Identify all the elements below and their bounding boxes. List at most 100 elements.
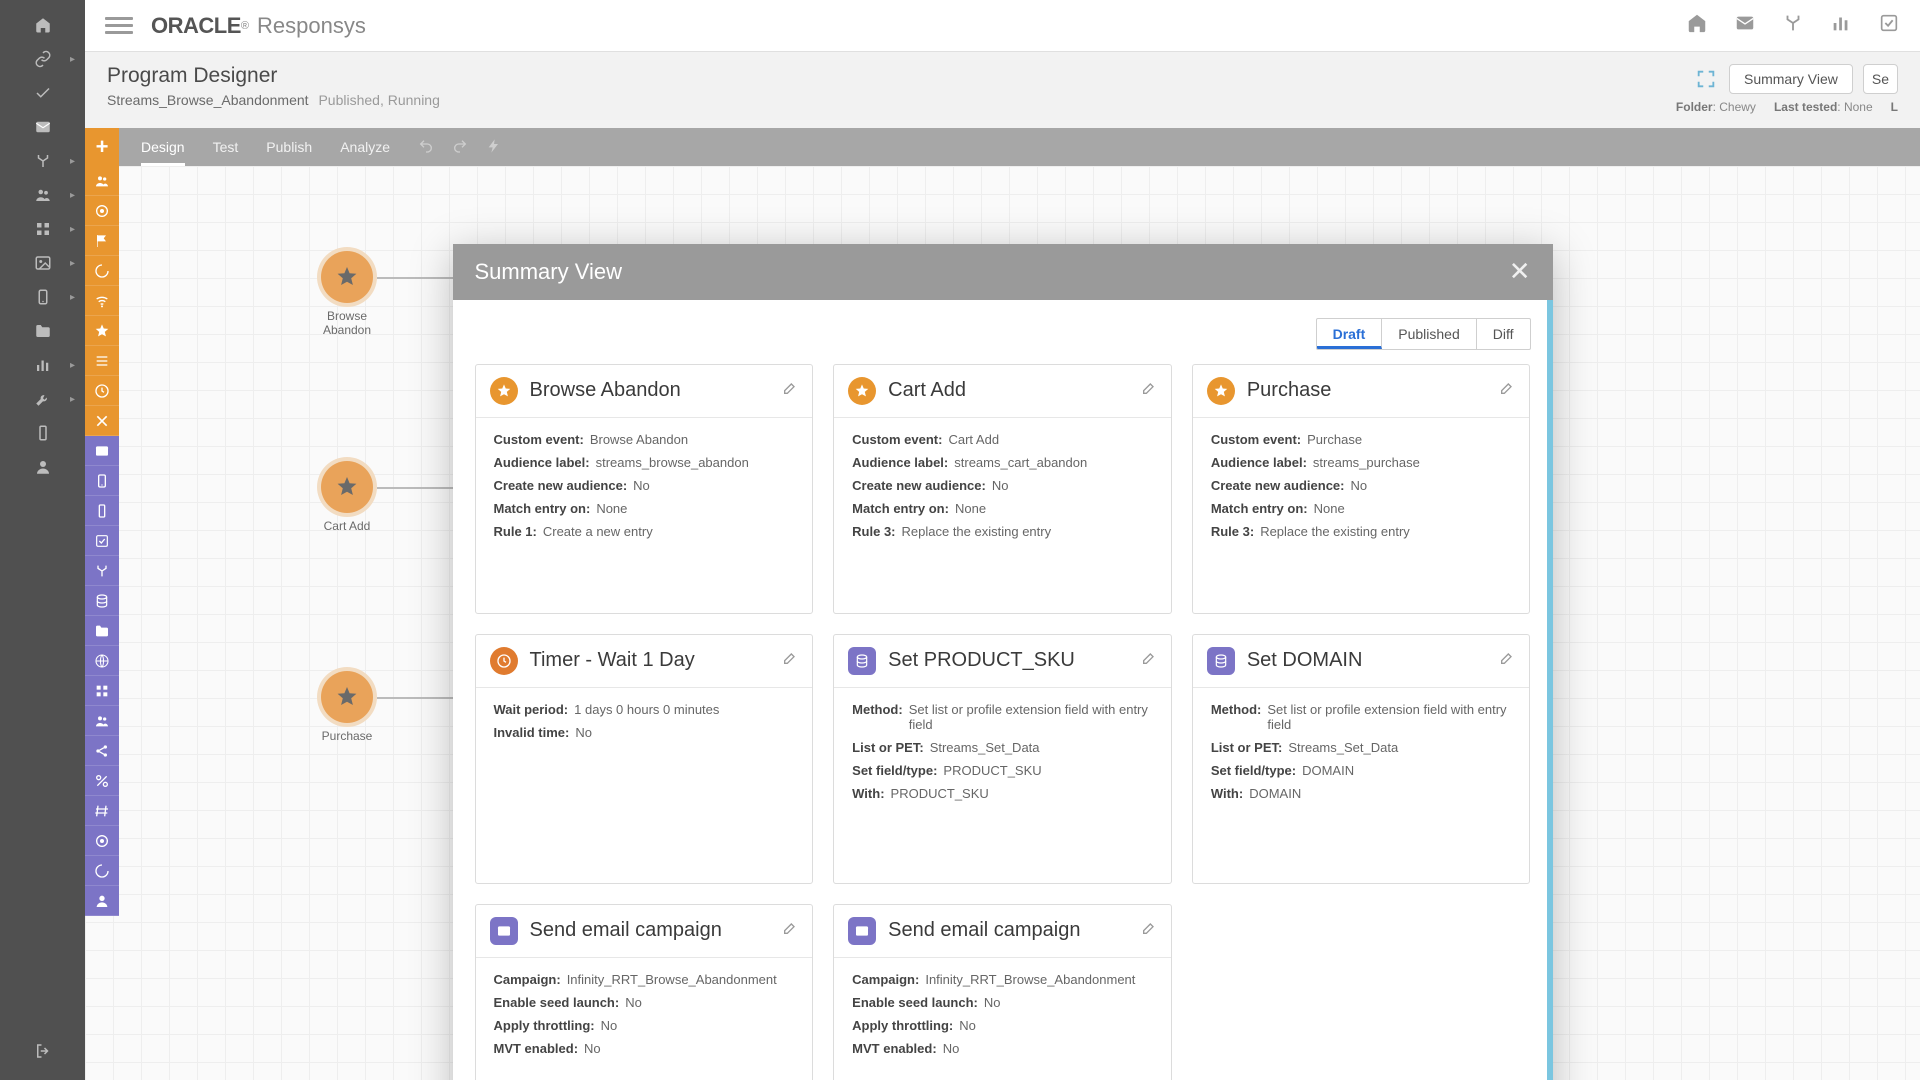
topbar-split-icon[interactable] — [1782, 12, 1804, 39]
star-icon — [848, 377, 876, 405]
summary-view-button[interactable]: Summary View — [1729, 64, 1853, 94]
row-value: No — [992, 478, 1009, 493]
palette-x-icon[interactable] — [85, 406, 119, 436]
palette-wifi-icon[interactable] — [85, 286, 119, 316]
view-tab-draft[interactable]: Draft — [1317, 319, 1383, 349]
program-name: Streams_Browse_Abandonment — [107, 92, 309, 108]
undo-icon[interactable] — [418, 138, 434, 157]
edit-icon[interactable] — [1141, 650, 1157, 671]
tab-test[interactable]: Test — [213, 139, 239, 155]
row-value: Purchase — [1307, 432, 1362, 447]
rail-user[interactable] — [0, 450, 85, 484]
modal-view-tabs: DraftPublishedDiff — [475, 318, 1531, 350]
palette-people-icon[interactable] — [85, 166, 119, 196]
rail-link[interactable]: ▸ — [0, 42, 85, 76]
tab-publish[interactable]: Publish — [266, 139, 312, 155]
topbar-chart-icon[interactable] — [1830, 12, 1852, 39]
palette-spin2-icon[interactable] — [85, 856, 119, 886]
row-key: With — [1211, 786, 1243, 801]
palette-group-icon[interactable] — [85, 706, 119, 736]
row-key: Invalid time — [494, 725, 570, 740]
palette-target-icon[interactable] — [85, 196, 119, 226]
mail-icon — [848, 917, 876, 945]
palette-split-icon[interactable] — [85, 556, 119, 586]
palette-task-icon[interactable] — [85, 526, 119, 556]
rail-home[interactable] — [0, 8, 85, 42]
settings-button[interactable]: Se — [1863, 64, 1898, 94]
rail-phone[interactable] — [0, 416, 85, 450]
meta-tested-v: None — [1844, 100, 1873, 114]
summary-card: Set DOMAIN Method Set list or profile ex… — [1192, 634, 1531, 884]
palette-flag-icon[interactable] — [85, 226, 119, 256]
rail-image[interactable]: ▸ — [0, 246, 85, 280]
hamburger-menu[interactable] — [105, 12, 133, 40]
edit-icon[interactable] — [1499, 380, 1515, 401]
rail-grid[interactable]: ▸ — [0, 212, 85, 246]
row-value: No — [943, 1041, 960, 1056]
modal-title: Summary View — [475, 259, 623, 285]
palette-db-icon[interactable] — [85, 586, 119, 616]
palette-phone-icon[interactable] — [85, 496, 119, 526]
modal-header: Summary View ✕ — [453, 244, 1553, 300]
row-value: Browse Abandon — [590, 432, 688, 447]
palette-folder-icon[interactable] — [85, 616, 119, 646]
row-key: Apply throttling — [852, 1018, 953, 1033]
palette-grid-icon[interactable] — [85, 676, 119, 706]
canvas[interactable]: Browse Abandon Cart Add Purchase Summary… — [85, 166, 1920, 1080]
canvas-node[interactable]: Cart Add — [319, 461, 375, 533]
palette-percent-icon[interactable] — [85, 766, 119, 796]
row-value: Create a new entry — [543, 524, 653, 539]
meta-folder-k: Folder — [1676, 100, 1713, 114]
row-value: Set list or profile extension field with… — [1267, 702, 1511, 732]
rail-split[interactable]: ▸ — [0, 144, 85, 178]
tab-analyze[interactable]: Analyze — [340, 139, 390, 155]
edit-icon[interactable] — [1141, 920, 1157, 941]
edit-icon[interactable] — [782, 920, 798, 941]
rail-people[interactable]: ▸ — [0, 178, 85, 212]
summary-card: Set PRODUCT_SKU Method Set list or profi… — [833, 634, 1172, 884]
palette-star-icon[interactable] — [85, 316, 119, 346]
rail-mail[interactable] — [0, 110, 85, 144]
toolbar-add[interactable]: + — [85, 128, 119, 166]
tab-design[interactable]: Design — [141, 139, 185, 155]
palette-clock-icon[interactable] — [85, 376, 119, 406]
rail-chart[interactable]: ▸ — [0, 348, 85, 382]
fullscreen-icon[interactable] — [1693, 66, 1719, 92]
edit-icon[interactable] — [1499, 650, 1515, 671]
cut-icon[interactable] — [486, 138, 502, 157]
topbar-home-icon[interactable] — [1686, 12, 1708, 39]
topbar-task-icon[interactable] — [1878, 12, 1900, 39]
canvas-node[interactable]: Browse Abandon — [319, 251, 375, 337]
palette-sliders-icon[interactable] — [85, 346, 119, 376]
palette-user-icon[interactable] — [85, 886, 119, 916]
row-value: PRODUCT_SKU — [943, 763, 1041, 778]
palette-globe-icon[interactable] — [85, 646, 119, 676]
canvas-node[interactable]: Purchase — [319, 671, 375, 743]
row-value: streams_cart_abandon — [954, 455, 1087, 470]
palette-spin-icon[interactable] — [85, 256, 119, 286]
summary-card: Cart Add Custom event Cart AddAudience l… — [833, 364, 1172, 614]
view-tab-published[interactable]: Published — [1382, 319, 1477, 349]
palette-share-icon[interactable] — [85, 736, 119, 766]
modal-close-icon[interactable]: ✕ — [1509, 256, 1531, 287]
rail-exit[interactable] — [0, 1034, 85, 1068]
rail-folder[interactable] — [0, 314, 85, 348]
row-key: Create new audience — [1211, 478, 1345, 493]
rail-wrench[interactable]: ▸ — [0, 382, 85, 416]
view-tab-diff[interactable]: Diff — [1477, 319, 1530, 349]
edit-icon[interactable] — [782, 380, 798, 401]
palette-mobile-icon[interactable] — [85, 466, 119, 496]
edit-icon[interactable] — [782, 650, 798, 671]
redo-icon[interactable] — [452, 138, 468, 157]
topbar-mail-icon[interactable] — [1734, 12, 1756, 39]
star-icon — [1207, 377, 1235, 405]
rail-check[interactable] — [0, 76, 85, 110]
palette-target2-icon[interactable] — [85, 826, 119, 856]
mail-icon — [490, 917, 518, 945]
palette-hash-icon[interactable] — [85, 796, 119, 826]
row-value: DOMAIN — [1302, 763, 1354, 778]
modal-scrollbar[interactable] — [1547, 300, 1553, 1080]
edit-icon[interactable] — [1141, 380, 1157, 401]
palette-mail-icon[interactable] — [85, 436, 119, 466]
rail-mobile[interactable]: ▸ — [0, 280, 85, 314]
